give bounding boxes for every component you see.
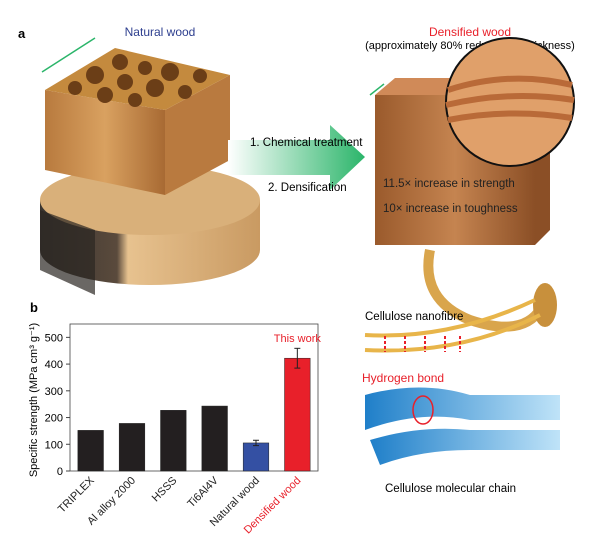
x-tick-label: HSSS [150,475,180,505]
bar-ti6al4v [201,405,228,472]
step-2-label: 2. Densification [268,182,347,194]
hydrogen-bond-label: Hydrogen bond [362,371,444,385]
densified-wood-title: Densified wood [429,25,511,39]
panel-b-label: b [30,300,38,315]
y-tick-label: 200 [45,413,63,425]
bar-natural-wood [242,442,270,472]
bar-triplex [77,430,104,472]
y-tick-label: 500 [45,332,63,344]
bar-al-alloy-2000 [118,423,146,472]
bar-chart: b Specific strength (MPa cm³ g⁻¹) 0 100 20… [28,300,321,536]
x-tick-label: TRIPLEX [56,474,97,515]
y-tick-label: 100 [45,439,63,451]
x-tick-label: Ti6Al4V [185,474,221,510]
bar-densified-wood [284,357,311,472]
dimension-arrow [41,37,96,73]
y-axis-label: Specific strength (MPa cm³ g⁻¹) [28,323,40,477]
panel-a-label: a [18,26,26,41]
toughness-text: 10× increase in toughness [383,203,518,215]
strength-text: 11.5× increase in strength [383,178,515,190]
bar-hsss [160,410,187,472]
plot-frame [69,323,319,472]
molecular-chain-label: Cellulose molecular chain [385,483,516,495]
densified-wood-illustration [364,37,575,465]
y-tick-label: 0 [57,466,63,478]
this-work-annotation: This work [274,333,322,345]
nanofibre-label: Cellulose nanofibre [365,311,463,323]
natural-wood-title: Natural wood [125,25,196,39]
y-tick-label: 400 [45,359,63,371]
y-tick-label: 300 [45,386,63,398]
step-1-label: 1. Chemical treatment [250,137,363,149]
process-arrow [228,125,365,190]
natural-wood-illustration [40,37,260,295]
